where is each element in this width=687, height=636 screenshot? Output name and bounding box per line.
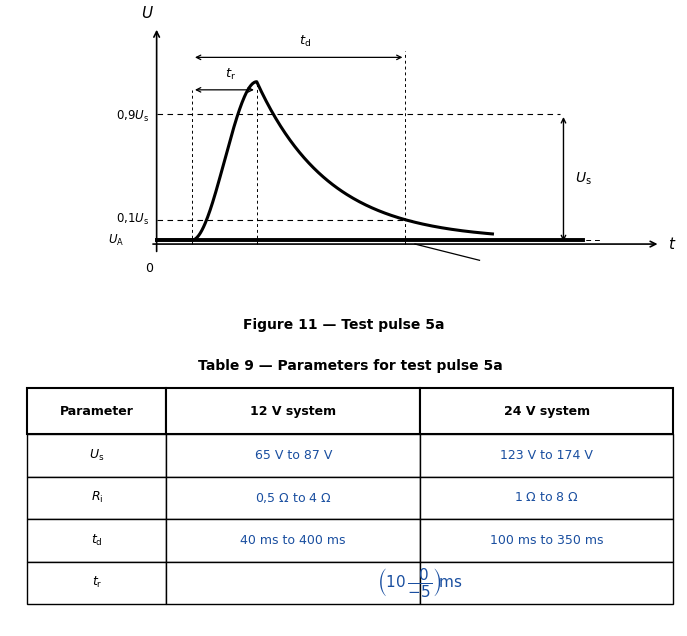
Text: 12 V system: 12 V system [250,404,336,418]
Bar [166,562,420,604]
Bar [420,519,673,562]
Text: 1 $\Omega$ to 8 $\Omega$: 1 $\Omega$ to 8 $\Omega$ [514,492,579,504]
Text: $U_\mathrm{s}$: $U_\mathrm{s}$ [89,448,104,463]
Text: $t_\mathrm{r}$: $t_\mathrm{r}$ [91,575,102,590]
Bar [166,519,420,562]
Text: 0: 0 [145,262,153,275]
Text: $U_\mathrm{s}$: $U_\mathrm{s}$ [575,171,592,188]
Text: $R_\mathrm{i}$: $R_\mathrm{i}$ [91,490,103,506]
Text: Table 9 — Parameters for test pulse 5a: Table 9 — Parameters for test pulse 5a [198,359,503,373]
Text: 123 V to 174 V: 123 V to 174 V [500,449,593,462]
Text: $t_\mathrm{r}$: $t_\mathrm{r}$ [225,67,236,81]
Bar [420,477,673,519]
Text: Figure 11 — Test pulse 5a: Figure 11 — Test pulse 5a [243,318,444,332]
Text: 65 V to 87 V: 65 V to 87 V [254,449,332,462]
Bar [27,388,166,434]
Text: 40 ms to 400 ms: 40 ms to 400 ms [240,534,346,547]
Text: 0,5 $\Omega$ to 4 $\Omega$: 0,5 $\Omega$ to 4 $\Omega$ [255,491,332,505]
Bar [166,434,420,477]
Bar [420,388,673,434]
Bar [166,388,420,434]
Text: $0{,}9U_\mathrm{s}$: $0{,}9U_\mathrm{s}$ [115,109,149,124]
Bar [420,562,673,604]
Bar [420,434,673,477]
Text: $\left(10\,\dfrac{\;\;0}{-5}\right)\!\mathrm{ms}$: $\left(10\,\dfrac{\;\;0}{-5}\right)\!\ma… [376,566,463,599]
Bar [166,477,420,519]
Text: 24 V system: 24 V system [504,404,589,418]
Text: $t$: $t$ [668,236,677,252]
Text: $U_\mathrm{A}$: $U_\mathrm{A}$ [108,232,124,247]
Text: 100 ms to 350 ms: 100 ms to 350 ms [490,534,603,547]
Text: $t_\mathrm{d}$: $t_\mathrm{d}$ [299,34,311,49]
Text: $t_\mathrm{d}$: $t_\mathrm{d}$ [91,533,103,548]
Text: Parameter: Parameter [60,404,134,418]
Text: $0{,}1U_\mathrm{s}$: $0{,}1U_\mathrm{s}$ [115,212,149,227]
Bar [27,562,166,604]
Text: $U$: $U$ [141,5,153,21]
Bar [27,434,166,477]
Bar [27,477,166,519]
Bar [27,519,166,562]
